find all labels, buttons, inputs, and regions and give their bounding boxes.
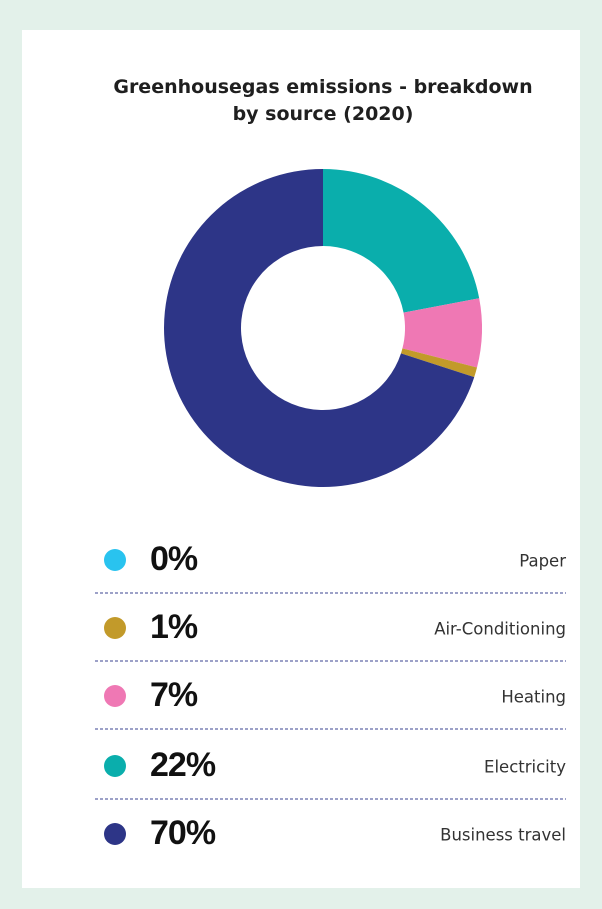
donut-slice — [400, 348, 478, 378]
value-label: 22% — [150, 746, 216, 784]
legend-label: Business travel — [440, 826, 566, 845]
value-label: 1% — [150, 608, 198, 646]
value-label: 70% — [150, 814, 216, 852]
donut-slice — [400, 353, 475, 378]
legend-label: Air-Conditioning — [434, 620, 566, 639]
value-label: 0% — [150, 540, 198, 578]
legend-dot — [104, 755, 126, 777]
chart-title: Greenhousegas emissions - breakdown by s… — [113, 76, 533, 125]
value-label: 7% — [150, 676, 198, 714]
donut-slice — [402, 298, 482, 368]
legend-dot — [104, 617, 126, 639]
legend-dot — [104, 549, 126, 571]
legend-label: Heating — [501, 688, 566, 707]
legend-dot — [104, 685, 126, 707]
legend-label: Paper — [519, 552, 566, 571]
donut-slice — [164, 169, 475, 488]
legend-dot — [104, 823, 126, 845]
donut-slice — [323, 169, 480, 313]
legend-label: Electricity — [484, 758, 566, 777]
